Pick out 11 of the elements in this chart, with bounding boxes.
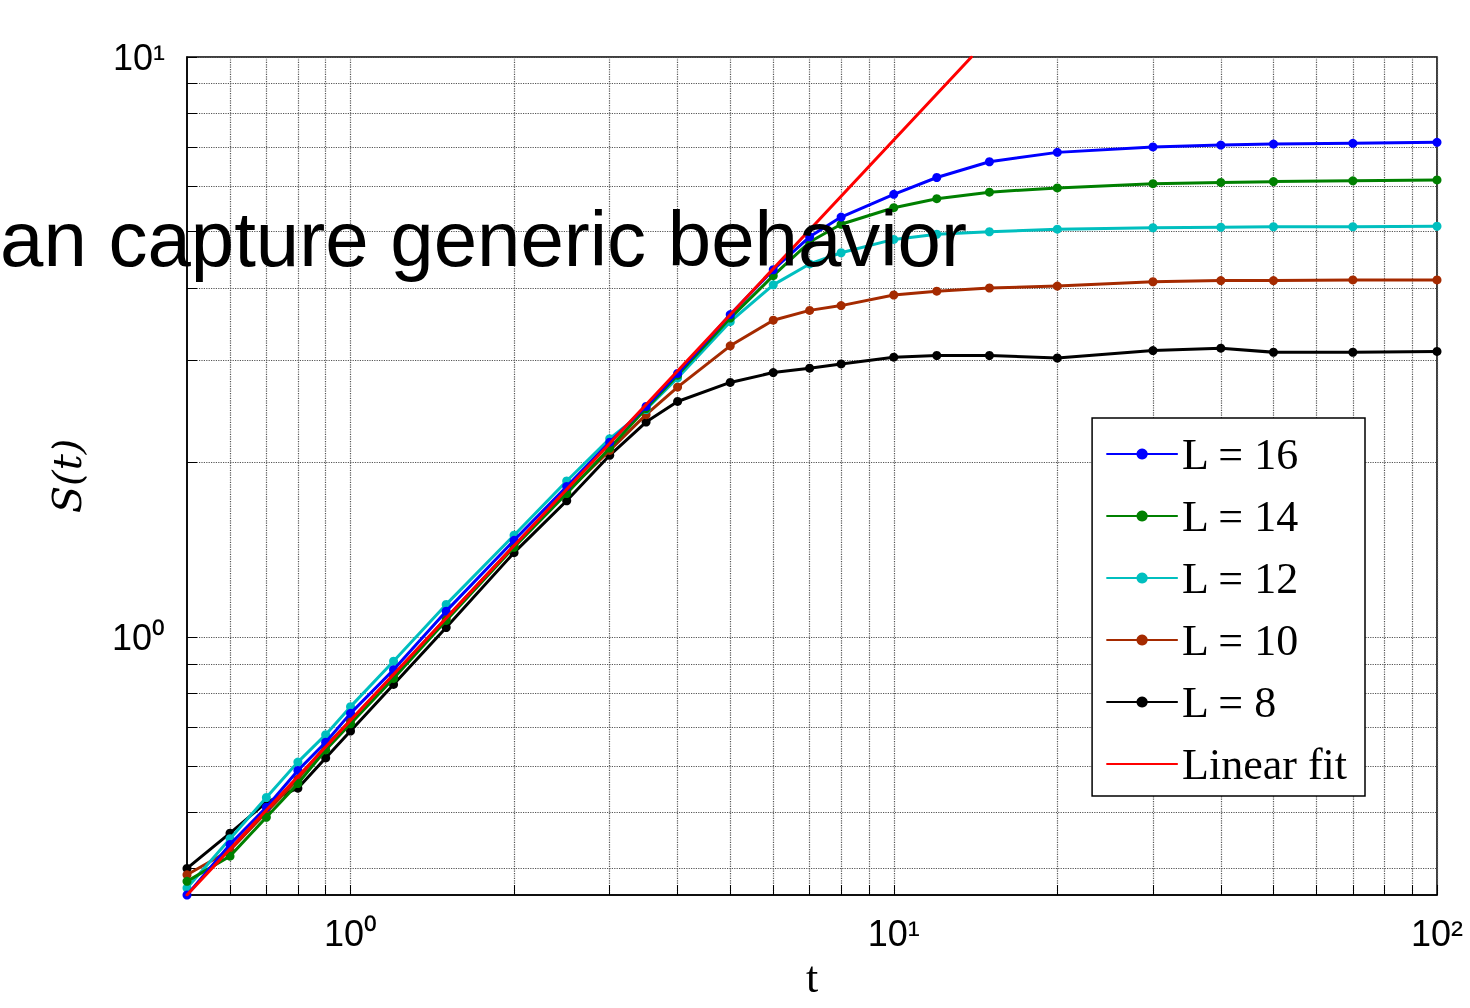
legend-label: L = 16 — [1182, 429, 1299, 479]
y-axis-title: S(t) — [44, 438, 90, 514]
legend-label: L = 12 — [1182, 553, 1299, 603]
legend-label: L = 8 — [1182, 677, 1277, 727]
legend-label: L = 14 — [1182, 491, 1299, 541]
x-tick-label: 10¹ — [867, 912, 920, 954]
x-tick-label: 10² — [1410, 912, 1464, 954]
legend-label: L = 10 — [1182, 615, 1299, 665]
x-axis-title: t — [805, 953, 819, 1003]
legend-label: Linear fit — [1182, 739, 1348, 789]
x-tick-label: 10⁰ — [324, 912, 378, 954]
